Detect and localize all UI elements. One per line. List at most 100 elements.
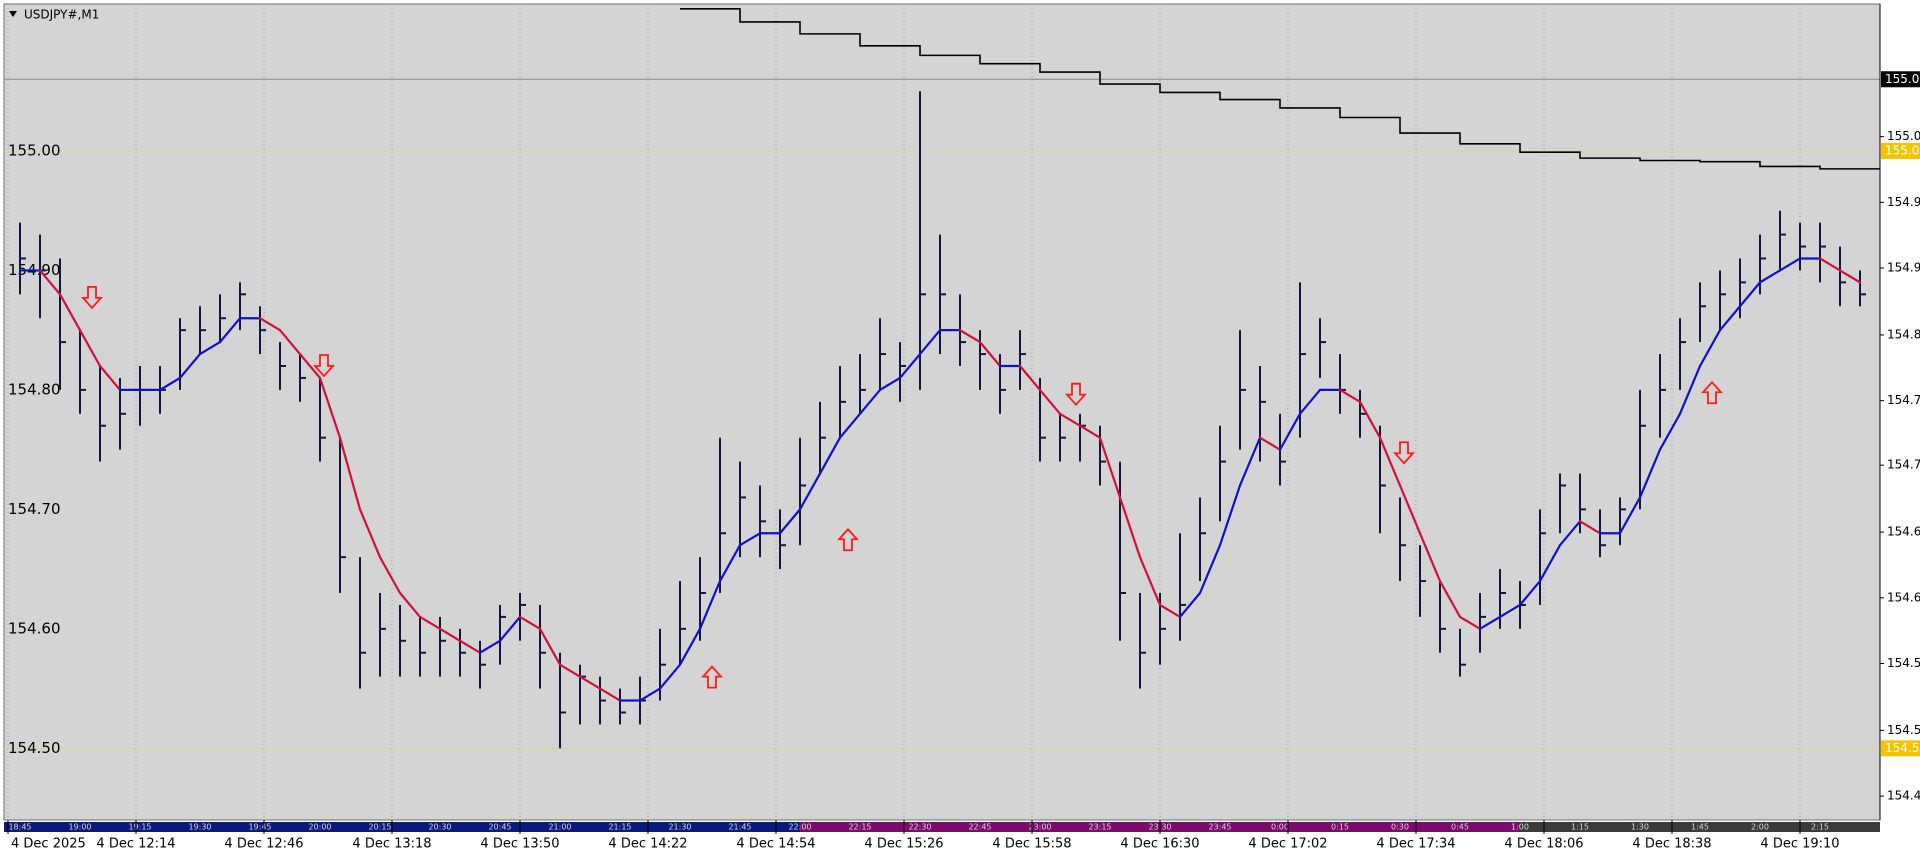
ma-segment (318, 376, 342, 439)
x-tick-label: 4 Dec 17:34 (1376, 837, 1455, 852)
ma-segment (178, 352, 202, 380)
ma-segment (418, 615, 442, 630)
ma-segment (898, 352, 922, 380)
session-band (4, 822, 800, 832)
ma-segment (1658, 412, 1682, 451)
ma-segment (478, 639, 502, 654)
ma-segment (1478, 615, 1502, 630)
ma-segment (78, 329, 102, 368)
session-label: 2:00 (1751, 823, 1769, 832)
ma-segment (1238, 436, 1262, 487)
session-label: 1:30 (1631, 823, 1649, 832)
ma-segment (1678, 364, 1702, 415)
ma-segment (518, 615, 542, 630)
ma-segment (1618, 496, 1642, 535)
signal-arrow (836, 527, 860, 552)
price-box-label: 155.0 (1885, 72, 1919, 86)
ma-segment (218, 317, 242, 344)
ma-segment (578, 675, 602, 690)
signal-arrow (1064, 382, 1088, 407)
x-tick-label: 4 Dec 2025 (11, 837, 86, 852)
collapse-icon[interactable] (9, 11, 17, 17)
x-tick-label: 4 Dec 12:46 (224, 837, 303, 852)
ma-segment (778, 508, 802, 535)
ma-segment (738, 532, 762, 547)
session-label: 20:15 (368, 823, 391, 832)
x-tick-label: 4 Dec 16:30 (1120, 837, 1199, 852)
session-label: 19:30 (188, 823, 211, 832)
ma-segment (58, 293, 82, 332)
session-label: 20:30 (428, 823, 451, 832)
ma-segment (1078, 424, 1102, 439)
session-label: 20:45 (488, 823, 511, 832)
y2-tick-label: 154.4 (1887, 789, 1920, 803)
x-tick-label: 4 Dec 18:06 (1504, 837, 1583, 852)
ma-segment (1418, 532, 1442, 583)
ma-segment (1358, 400, 1382, 439)
y-tick-label: 154.80 (8, 380, 61, 398)
session-label: 22:15 (848, 823, 871, 832)
session-label: 18:45 (8, 823, 31, 832)
ma-segment (378, 556, 402, 595)
y2-tick-label: 154.6 (1887, 590, 1920, 604)
ma-segment (1398, 484, 1422, 535)
y-tick-label: 154.60 (8, 619, 61, 637)
ma-segment (698, 579, 722, 630)
session-label: 1:45 (1691, 823, 1709, 832)
session-label: 20:00 (308, 823, 331, 832)
ma-segment (918, 329, 942, 356)
ma-segment (1438, 579, 1462, 618)
session-label: 22:00 (788, 823, 811, 832)
session-label: 23:15 (1088, 823, 1111, 832)
ma-segment (98, 364, 122, 391)
session-label: 22:45 (968, 823, 991, 832)
ma-segment (978, 341, 1002, 368)
y-tick-label: 155.00 (8, 141, 61, 159)
signal-arrow (1700, 380, 1724, 405)
ma-segment (158, 376, 182, 391)
ma-segment (1698, 329, 1722, 368)
ma-segment (358, 508, 382, 559)
ma-segment (1198, 544, 1222, 595)
signal-arrow (80, 286, 104, 310)
ma-segment (1338, 388, 1362, 403)
ma-segment (1458, 615, 1482, 630)
ma-segment (1838, 269, 1862, 284)
ma-segment (1718, 305, 1742, 332)
ma-segment (1298, 388, 1322, 415)
y-tick-label: 154.70 (8, 500, 61, 518)
ma-segment (1778, 257, 1802, 272)
ma-segment (1518, 579, 1542, 607)
y2-tick-label: 154.7 (1887, 393, 1920, 407)
y2-tick-label: 154.9 (1887, 195, 1920, 209)
ma-segment (1118, 496, 1142, 559)
x-tick-label: 4 Dec 18:38 (1632, 837, 1711, 852)
ma-segment (1098, 436, 1122, 499)
ma-segment (398, 591, 422, 618)
ma-segment (1038, 388, 1062, 415)
session-label: 19:45 (248, 823, 271, 832)
y2-tick-label: 154.8 (1887, 327, 1920, 341)
ma-segment (538, 627, 562, 666)
x-tick-label: 4 Dec 12:14 (96, 837, 175, 852)
session-label: 23:45 (1208, 823, 1231, 832)
signal-arrow (1392, 441, 1416, 465)
ma-segment (338, 436, 362, 511)
ma-segment (198, 341, 222, 356)
ma-segment (838, 412, 862, 439)
ma-segment (1498, 603, 1522, 618)
y-tick-label: 154.50 (8, 739, 61, 757)
ma-segment (638, 687, 662, 702)
ma-segment (1158, 603, 1182, 618)
step-line (680, 7, 1880, 170)
ma-segment (958, 329, 982, 344)
y2-tick-label: 154.5 (1887, 656, 1920, 670)
y2-tick-label: 154.6 (1887, 525, 1920, 539)
x-tick-label: 4 Dec 15:26 (864, 837, 943, 852)
ma-segment (1558, 520, 1582, 547)
session-band (1520, 822, 1880, 832)
x-tick-label: 4 Dec 14:54 (736, 837, 815, 852)
price-box (1881, 71, 1920, 88)
session-label: 1:00 (1511, 823, 1529, 832)
